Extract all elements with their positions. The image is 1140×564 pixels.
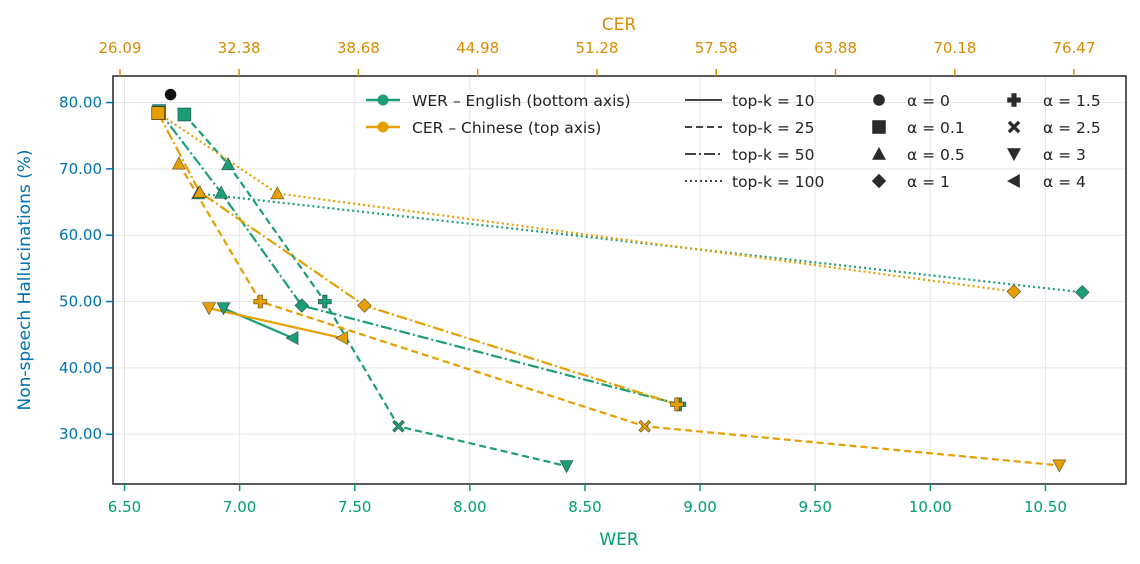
legend-topk100-label: top-k = 100 [732,173,824,191]
x-tick-label: 7.50 [338,498,371,516]
x-tick-label: 8.50 [568,498,601,516]
legend-square-marker [872,120,886,134]
series-line-wer-topk-25 [183,113,567,468]
series-line-wer-topk-50 [158,110,680,406]
data-point-wer-triangle-down-marker [559,460,574,474]
y-tick-label: 80.00 [59,94,102,112]
series-line-wer-topk-100 [198,192,1083,294]
series-line-cer-topk-100 [157,112,1015,293]
legend: WER – English (bottom axis) CER – Chines… [366,92,1101,191]
data-point-cer-triangle-down-marker [201,302,217,316]
legend-triangle-up-marker [871,146,887,160]
top-tick-label: 63.88 [814,39,857,57]
data-point-wer-square-marker [177,107,192,122]
x-tick-label: 9.50 [798,498,831,516]
legend-alpha-0-label: α = 0 [907,92,950,110]
data-point-wer-triangle-up-marker [221,156,236,171]
top-tick-label: 76.47 [1052,39,1095,57]
data-point-wer-triangle-up-marker [214,185,229,199]
legend-topk10-label: top-k = 10 [732,92,815,110]
legend-x-marker [1007,120,1021,134]
plot-frame [112,75,1127,485]
data-point-cer-triangle-up-marker [171,156,186,170]
x-axis-label: WER [599,530,639,550]
legend-alpha-1.5-label: α = 1.5 [1043,92,1101,110]
series-markers [151,88,1090,474]
data-point-wer-triangle-down-marker [216,302,231,316]
x-tick-label: 7.00 [223,498,256,516]
data-point-cer-diamond-marker [357,298,372,313]
data-point-cer-diamond-marker [1006,284,1022,299]
top-tick-label: 38.68 [337,39,380,57]
data-point-circle-marker [164,88,177,101]
legend-alpha-3-label: α = 3 [1043,146,1086,164]
legend-alpha-1-label: α = 1 [907,173,950,191]
data-point-cer-triangle-down-marker [1052,459,1067,473]
legend-alpha-4-label: α = 4 [1043,173,1086,191]
y-tick-label: 50.00 [59,293,102,311]
legend-topk50-label: top-k = 50 [732,146,815,164]
legend-topk25-label: top-k = 25 [732,119,815,137]
x-tick-label: 9.00 [683,498,716,516]
legend-cer-marker [377,121,389,133]
legend-alpha-2.5-label: α = 2.5 [1043,119,1101,137]
legend-alpha-0.5-label: α = 0.5 [907,146,965,164]
data-point-cer-triangle-up-marker [270,186,285,200]
y-tick-label: 70.00 [59,160,102,178]
y-axis-label: Non-speech Hallucinations (%) [15,149,35,410]
x-tick-label: 6.50 [108,498,141,516]
legend-alpha-markers [871,93,1022,189]
top-tick-label: 70.18 [933,39,976,57]
grid [113,76,1126,484]
legend-alpha-0.1-label: α = 0.1 [907,119,965,137]
data-point-wer-x-marker [392,419,405,433]
legend-wer-label: WER – English (bottom axis) [412,92,631,110]
top-axis-label: CER [602,15,637,35]
y-tick-label: 60.00 [59,226,102,244]
x-tick-label: 8.00 [453,498,486,516]
top-axis-ticks: 26.09 32.38 38.68 44.98 51.28 57.58 63.88 70.18… [99,39,1095,76]
y-tick-label: 40.00 [59,359,102,377]
data-point-cer-square-marker [151,106,166,121]
top-tick-label: 57.58 [695,39,738,57]
data-point-wer-plus-marker [317,294,332,309]
x-tick-label: 10.00 [909,498,952,516]
legend-cer-label: CER – Chinese (top axis) [412,119,601,137]
legend-circle-marker [873,94,885,106]
series-line-cer-topk-10 [208,307,343,340]
top-tick-label: 26.09 [99,39,142,57]
series-lines [157,110,1083,468]
data-point-cer-triangle-left-marker [334,330,348,346]
top-tick-label: 32.38 [218,39,261,57]
x-tick-label: 10.50 [1024,498,1067,516]
y-axis-ticks: 30.00 40.00 50.00 60.00 70.00 80.00 [59,94,113,443]
data-point-cer-plus-marker [670,397,684,412]
y-tick-label: 30.00 [59,425,102,443]
series-line-cer-topk-50 [157,112,678,406]
data-point-cer-triangle-up-marker [192,184,207,198]
legend-diamond-marker [871,173,887,189]
legend-wer-marker [377,94,389,106]
data-point-wer-triangle-left-marker [285,330,299,346]
legend-triangle-down-marker [1006,148,1022,162]
legend-plus-marker [1007,93,1021,107]
x-axis-ticks: 6.50 7.00 7.50 8.00 8.50 9.00 9.50 10.00 10.50 [108,484,1067,516]
top-tick-label: 44.98 [456,39,499,57]
data-point-cer-plus-marker [253,294,268,309]
legend-triangle-left-marker [1006,173,1020,189]
data-point-wer-diamond-marker [1074,284,1090,300]
top-tick-label: 51.28 [575,39,618,57]
data-point-cer-x-marker [638,419,652,433]
series-line-cer-topk-25 [177,163,1060,467]
data-point-wer-diamond-marker [294,298,310,313]
